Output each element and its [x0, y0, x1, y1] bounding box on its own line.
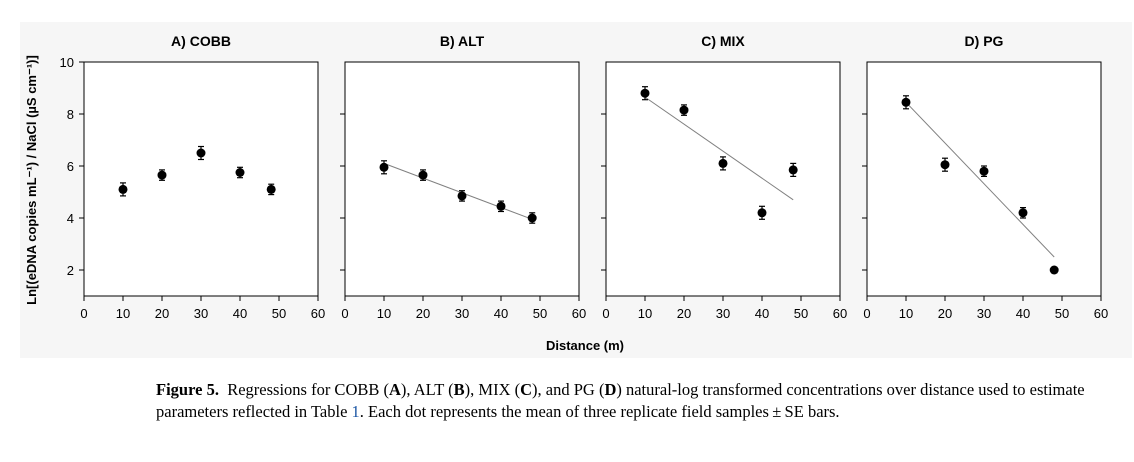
- x-tick-label: 30: [455, 306, 469, 321]
- x-tick-label: 10: [899, 306, 913, 321]
- x-tick-label: 50: [272, 306, 286, 321]
- x-tick-label: 0: [80, 306, 87, 321]
- x-tick-label: 30: [716, 306, 730, 321]
- y-tick-label: 6: [67, 159, 74, 174]
- caption-letter-a: A: [389, 380, 401, 399]
- x-tick-label: 0: [341, 306, 348, 321]
- table-reference-link[interactable]: 1: [351, 402, 360, 421]
- x-tick-label: 40: [233, 306, 247, 321]
- x-tick-label: 60: [1094, 306, 1108, 321]
- caption-text: ) natural-log transformed concentrations…: [156, 380, 1085, 421]
- x-tick-label: 30: [194, 306, 208, 321]
- y-tick-label: 4: [67, 211, 74, 226]
- data-point: [157, 170, 167, 180]
- panel-title: B) ALT: [440, 33, 485, 49]
- plot-frame: [83, 61, 319, 297]
- caption-text: . Each dot represents the mean of three …: [359, 402, 840, 421]
- data-point: [718, 158, 728, 168]
- data-point: [379, 162, 389, 172]
- data-point: [979, 166, 989, 176]
- regression-line: [383, 162, 533, 220]
- data-point: [496, 201, 506, 211]
- y-tick-label: 2: [67, 263, 74, 278]
- figure-caption: Figure 5. Regressions for COBB (A), ALT …: [156, 379, 1106, 423]
- chart-figure: A) COBB 0 10 20 30 40 50 60 2 4 6 8 10 B) ALT 0 10 20 30 4…: [24, 33, 1108, 353]
- caption-letter-b: B: [453, 380, 465, 399]
- caption-text: Regressions for COBB (: [227, 380, 389, 399]
- caption-figure-label: Figure 5.: [156, 380, 219, 399]
- plot-frame: [866, 61, 1102, 297]
- regression-line: [644, 96, 794, 201]
- x-tick-label: 60: [311, 306, 325, 321]
- data-point: [266, 184, 276, 194]
- caption-text: ), and PG (: [532, 380, 605, 399]
- panel-title: D) PG: [965, 33, 1004, 49]
- figure-area: A) COBB 0 10 20 30 40 50 60 2 4 6 8 10 B) ALT 0 10 20 30 4…: [20, 22, 1132, 358]
- x-tick-label: 50: [533, 306, 547, 321]
- x-tick-label: 20: [938, 306, 952, 321]
- caption-text: ), ALT (: [400, 380, 454, 399]
- data-point: [757, 208, 767, 218]
- plot-frame: [605, 61, 841, 297]
- x-tick-label: 10: [377, 306, 391, 321]
- x-tick-label: 20: [155, 306, 169, 321]
- x-tick-label: 20: [677, 306, 691, 321]
- x-tick-label: 0: [602, 306, 609, 321]
- panel-2: B) ALT 0 10 20 30 40 50 60: [340, 33, 586, 321]
- panel-title: C) MIX: [701, 33, 745, 49]
- regression-line: [905, 101, 1055, 258]
- data-point: [235, 168, 245, 177]
- y-axis-label: Ln[(eDNA copies mL⁻¹) / NaCl (µS cm⁻¹)]: [24, 55, 39, 305]
- panel-4: D) PG 0 10 20 30 40 50 60: [862, 33, 1108, 321]
- panel-3: C) MIX 0 10 20 30 40 50 60: [601, 33, 847, 321]
- data-point: [118, 184, 128, 194]
- x-tick-label: 60: [572, 306, 586, 321]
- x-tick-label: 0: [863, 306, 870, 321]
- x-tick-label: 40: [755, 306, 769, 321]
- data-point: [1018, 208, 1028, 218]
- x-tick-label: 10: [638, 306, 652, 321]
- data-point: [196, 148, 206, 158]
- data-point: [788, 165, 798, 175]
- x-tick-label: 40: [1016, 306, 1030, 321]
- x-tick-label: 40: [494, 306, 508, 321]
- caption-letter-c: C: [520, 380, 533, 399]
- x-tick-label: 50: [794, 306, 808, 321]
- y-tick-label: 8: [67, 107, 74, 122]
- x-tick-label: 50: [1055, 306, 1069, 321]
- panel-1: A) COBB 0 10 20 30 40 50 60 2 4 6 8 10: [60, 33, 326, 321]
- data-point: [640, 88, 650, 98]
- plot-frame: [344, 61, 580, 297]
- caption-letter-d: D: [604, 380, 617, 399]
- caption-text: ), MIX (: [464, 380, 521, 399]
- data-point: [679, 105, 689, 115]
- data-point: [940, 160, 950, 170]
- x-tick-label: 60: [833, 306, 847, 321]
- panel-title: A) COBB: [171, 33, 231, 49]
- x-axis-label: Distance (m): [546, 338, 624, 353]
- x-tick-label: 10: [116, 306, 130, 321]
- data-point: [1049, 265, 1059, 275]
- x-tick-label: 30: [977, 306, 991, 321]
- data-point: [418, 170, 428, 180]
- x-tick-label: 20: [416, 306, 430, 321]
- y-tick-label: 10: [60, 55, 74, 70]
- data-point: [901, 97, 911, 107]
- data-point: [527, 213, 537, 223]
- data-point: [457, 191, 467, 201]
